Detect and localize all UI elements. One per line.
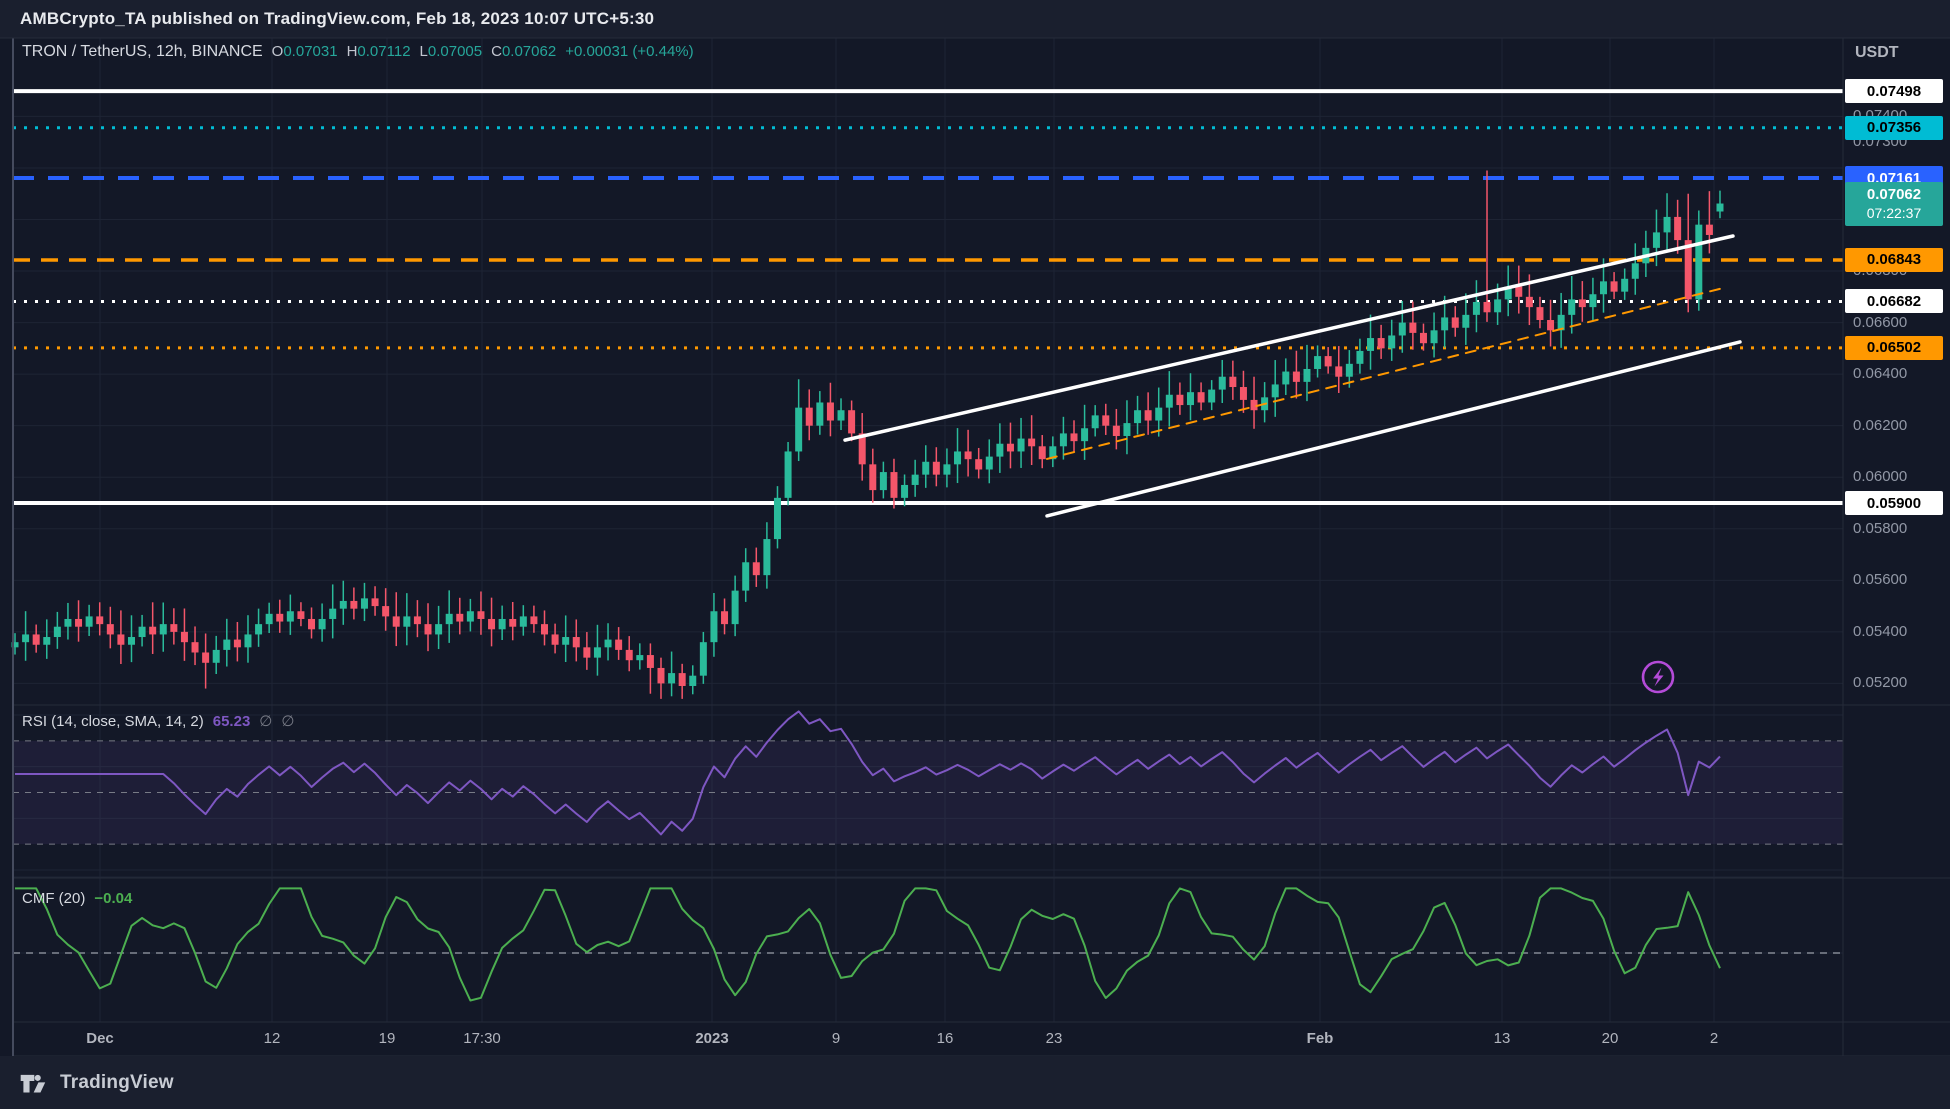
time-label-16: 16 <box>936 1030 954 1047</box>
low-value: 0.07005 <box>427 43 483 60</box>
change-value: +0.00031 (+0.44%) <box>565 43 694 60</box>
price-level-badge-0.07356: 0.07356 <box>1845 115 1943 140</box>
time-axis[interactable]: Dec 12 19 17:30 2023 9 16 23 Feb 13 20 2 <box>0 1022 1950 1056</box>
price-level-badge-0.06843: 0.06843 <box>1845 247 1943 272</box>
time-label-17-30: 17:30 <box>463 1030 501 1047</box>
high-value: 0.07112 <box>357 43 411 60</box>
rsi-empty-plot-2: ∅ <box>281 713 295 730</box>
price-tick-label: 0.05600 <box>1853 571 1908 589</box>
price-level-badge-0.06502: 0.06502 <box>1845 335 1943 360</box>
price-tick-label: 0.06400 <box>1853 365 1908 383</box>
lightning-icon <box>1641 660 1675 694</box>
footer-bar: TradingView <box>0 1056 1950 1109</box>
price-tick-label: 0.05800 <box>1853 519 1908 537</box>
flash-idea-button[interactable] <box>1640 659 1676 695</box>
attribution-bar: AMBCrypto_TA published on TradingView.co… <box>0 0 1950 38</box>
cmf-legend[interactable]: CMF (20) −0.04 <box>22 890 132 907</box>
price-tick-label: 0.06600 <box>1853 313 1908 331</box>
cmf-title: CMF (20) <box>22 890 86 907</box>
bar-countdown: 07:22:37 <box>1866 204 1922 221</box>
currency-label: USDT <box>1855 44 1899 61</box>
close-key: C <box>491 43 502 60</box>
symbol-legend[interactable]: TRON / TetherUS, 12h, BINANCE O0.07031 H… <box>22 43 694 61</box>
close-value: 0.07062 <box>501 43 557 60</box>
price-tick-label: 0.06000 <box>1853 468 1908 486</box>
current-price-value: 0.07062 <box>1866 185 1922 203</box>
time-label-2023: 2023 <box>695 1030 729 1047</box>
cmf-value: −0.04 <box>94 890 133 907</box>
tradingview-logo-icon[interactable] <box>20 1072 50 1094</box>
time-label-19: 19 <box>378 1030 396 1047</box>
rsi-empty-plot-1: ∅ <box>259 713 273 730</box>
time-label-2: 2 <box>1709 1030 1719 1047</box>
price-level-badge-0.06682: 0.06682 <box>1845 289 1943 314</box>
open-key: O <box>271 43 284 60</box>
time-label-20: 20 <box>1601 1030 1619 1047</box>
tradingview-brand[interactable]: TradingView <box>60 1071 174 1093</box>
price-axis[interactable]: USDT 0.074000.073000.068000.066000.06400… <box>1843 38 1950 1056</box>
price-level-badge-0.05900: 0.05900 <box>1845 491 1943 515</box>
time-label-12: 12 <box>263 1030 281 1047</box>
rsi-title: RSI (14, close, SMA, 14, 2) <box>22 713 204 730</box>
time-label-Dec: Dec <box>86 1030 114 1047</box>
low-key: L <box>419 43 428 60</box>
current-price-badge: 0.07062 07:22:37 <box>1845 181 1943 226</box>
rsi-value: 65.23 <box>212 713 251 730</box>
price-tick-label: 0.05400 <box>1853 622 1908 640</box>
open-value: 0.07031 <box>283 43 338 60</box>
price-tick-label: 0.06200 <box>1853 416 1908 434</box>
price-tick-label: 0.05200 <box>1853 674 1908 692</box>
rsi-legend[interactable]: RSI (14, close, SMA, 14, 2) 65.23 ∅ ∅ <box>22 712 294 730</box>
time-label-13: 13 <box>1493 1030 1511 1047</box>
time-label-23: 23 <box>1045 1030 1063 1047</box>
attribution-text: AMBCrypto_TA published on TradingView.co… <box>20 9 655 28</box>
symbol-title: TRON / TetherUS, 12h, BINANCE <box>22 43 263 60</box>
time-label-9: 9 <box>831 1030 841 1047</box>
high-key: H <box>346 43 358 60</box>
price-level-badge-0.07498: 0.07498 <box>1845 79 1943 104</box>
time-label-Feb: Feb <box>1306 1030 1334 1047</box>
